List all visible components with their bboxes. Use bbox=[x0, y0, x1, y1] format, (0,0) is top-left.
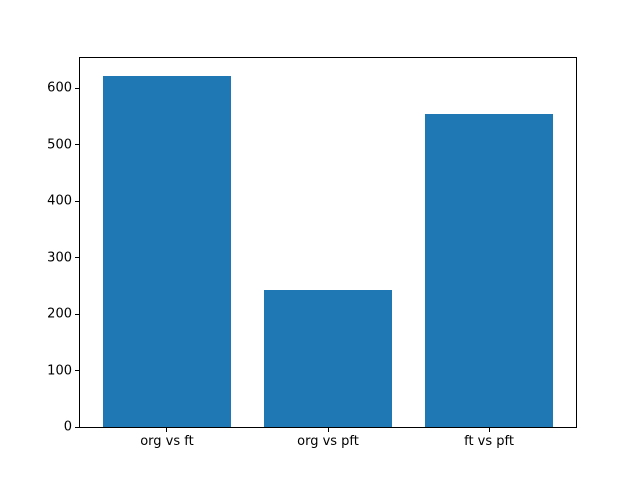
bar-ft-vs-pft bbox=[424, 114, 554, 427]
y-tick-mark bbox=[75, 313, 79, 315]
y-tick-label-400: 400 bbox=[47, 193, 72, 209]
x-tick-mark bbox=[327, 428, 329, 432]
y-tick-mark bbox=[75, 87, 79, 89]
bar-org-vs-pft bbox=[263, 289, 393, 427]
bar-org-vs-ft bbox=[102, 75, 232, 427]
x-tick-label-org-vs-pft: org vs pft bbox=[297, 434, 359, 449]
y-tick-label-600: 600 bbox=[47, 80, 72, 96]
x-tick-mark bbox=[488, 428, 490, 432]
y-tick-mark bbox=[75, 426, 79, 428]
y-tick-label-500: 500 bbox=[47, 137, 72, 153]
y-tick-mark bbox=[75, 257, 79, 259]
x-tick-label-org-vs-ft: org vs ft bbox=[140, 434, 194, 449]
y-tick-label-100: 100 bbox=[47, 363, 72, 379]
y-tick-mark bbox=[75, 370, 79, 372]
y-tick-label-0: 0 bbox=[63, 419, 72, 435]
axes bbox=[79, 57, 577, 428]
y-tick-label-300: 300 bbox=[47, 250, 72, 266]
y-tick-mark bbox=[75, 144, 79, 146]
y-tick-label-200: 200 bbox=[47, 306, 72, 322]
x-tick-mark bbox=[166, 428, 168, 432]
y-tick-mark bbox=[75, 200, 79, 202]
x-tick-label-ft-vs-pft: ft vs pft bbox=[464, 434, 514, 449]
